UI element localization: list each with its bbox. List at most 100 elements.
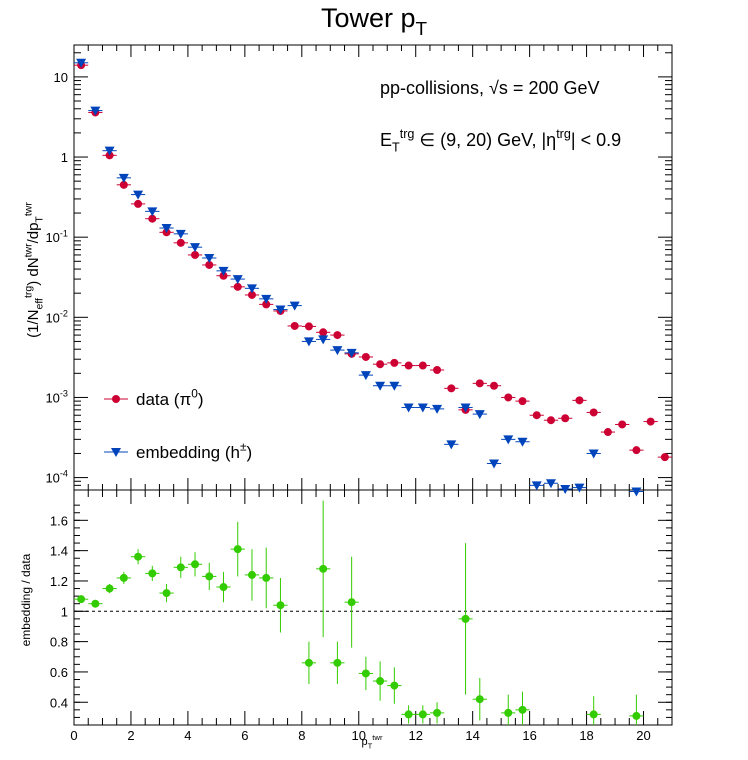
ratio-y-tick-label: 1 — [61, 604, 68, 619]
embedding-marker-shape — [232, 275, 243, 285]
data-point — [475, 379, 484, 388]
bottom-plot-frame — [73, 489, 673, 726]
annotation-collisions: pp-collisions, √s = 200 GeV — [380, 78, 600, 98]
embedding-point — [417, 403, 428, 413]
embedding-marker-shape — [389, 381, 400, 391]
embedding-marker-shape — [432, 404, 443, 414]
x-tick-label: 2 — [127, 728, 134, 743]
ratio-y-tick-label: 0.4 — [50, 695, 68, 710]
embedding-point — [275, 305, 286, 315]
embedding-marker-shape — [118, 173, 129, 183]
ratio-point — [91, 599, 100, 608]
legend-embedding-marker — [111, 448, 121, 457]
embedding-point — [175, 229, 186, 239]
ratio-point — [119, 573, 128, 582]
embedding-marker-shape — [417, 403, 428, 413]
embedding-marker-shape — [190, 243, 201, 253]
embedding-marker-shape — [161, 224, 172, 234]
embedding-marker-shape — [332, 346, 343, 356]
data-point — [247, 290, 256, 299]
data-point — [290, 321, 299, 330]
bottom-axis-ticks: 0.4 0.6 0.8 1 1.2 1.4 1.6 0 2 4 6 8 10 12 14 16 18 20 — [50, 490, 673, 743]
embedding-marker-shape — [275, 305, 286, 315]
embedding-marker-shape — [246, 284, 257, 294]
embedding-point — [446, 440, 457, 450]
top-axis-ticks: 10 1 10-1 10-2 10-3 10-4 — [45, 45, 673, 491]
embedding-marker-shape — [403, 403, 414, 413]
embedding-marker-shape — [104, 146, 115, 156]
embedding-marker-shape — [517, 437, 528, 447]
embedding-point — [474, 410, 485, 420]
embedding-marker-shape — [175, 229, 186, 239]
ratio-point — [276, 601, 285, 610]
ratio-point — [219, 583, 228, 592]
data-point — [418, 361, 427, 370]
ratio-point — [205, 572, 214, 581]
data-point — [176, 238, 185, 247]
embedding-point — [232, 275, 243, 285]
ratio-data-marks — [74, 500, 644, 725]
embedding-point — [147, 207, 158, 217]
data-point — [532, 411, 541, 420]
embedding-point — [204, 253, 215, 263]
ratio-point — [390, 681, 399, 690]
data-point — [134, 199, 143, 208]
embedding-marker-shape — [318, 335, 329, 345]
embedding-point — [531, 481, 542, 491]
ratio-point — [176, 563, 185, 572]
data-point — [119, 180, 128, 189]
embedding-marker-shape — [303, 337, 314, 347]
data-point — [632, 446, 641, 455]
embedding-marker-shape — [147, 207, 158, 217]
embedding-marker-shape — [503, 435, 514, 445]
ratio-point — [134, 552, 143, 561]
ratio-point — [475, 695, 484, 704]
chart-title: Tower pT — [321, 3, 428, 40]
data-point — [447, 384, 456, 393]
x-tick-label: 8 — [298, 728, 305, 743]
data-point — [233, 282, 242, 291]
embedding-point — [517, 437, 528, 447]
top-y-axis-label: (1/Nefftrg) dNtwr/dpTtwr — [22, 202, 45, 338]
embedding-point — [118, 173, 129, 183]
legend-data-marker — [112, 395, 120, 403]
top-y-tick-label: 1 — [61, 150, 68, 165]
embedding-point — [574, 483, 585, 493]
top-y-tick-label: 10-1 — [45, 228, 68, 245]
ratio-point — [418, 710, 427, 719]
data-point — [433, 366, 442, 375]
x-tick-label: 10 — [352, 728, 366, 743]
data-point — [333, 331, 342, 340]
data-point — [319, 328, 328, 337]
ratio-y-tick-label: 1.6 — [50, 513, 68, 528]
ratio-point — [361, 669, 370, 678]
embedding-marker-shape — [375, 381, 386, 391]
embedding-marker-shape — [446, 440, 457, 450]
ratio-point — [162, 589, 171, 598]
ratio-point — [347, 598, 356, 607]
data-point — [561, 414, 570, 423]
ratio-y-tick-label: 1.4 — [50, 544, 68, 559]
ratio-point — [319, 564, 328, 573]
embedding-point — [303, 337, 314, 347]
embedding-point — [631, 487, 642, 497]
data-point — [361, 352, 370, 361]
legend: data (π0) embedding (h±) — [104, 386, 252, 462]
x-tick-label: 14 — [465, 728, 479, 743]
data-point — [575, 396, 584, 405]
data-point — [618, 420, 627, 429]
data-point — [390, 358, 399, 367]
embedding-marker-shape — [574, 483, 585, 493]
embedding-point — [346, 348, 357, 358]
embedding-marker-shape — [133, 190, 144, 200]
data-point — [304, 322, 313, 331]
ratio-point — [105, 584, 114, 593]
embedding-marker-shape — [588, 449, 599, 459]
data-point — [490, 381, 499, 390]
ratio-point — [262, 573, 271, 582]
embedding-point — [261, 294, 272, 304]
embedding-point — [560, 485, 571, 495]
embedding-marker-shape — [218, 266, 229, 276]
embedding-marker-shape — [489, 459, 500, 469]
